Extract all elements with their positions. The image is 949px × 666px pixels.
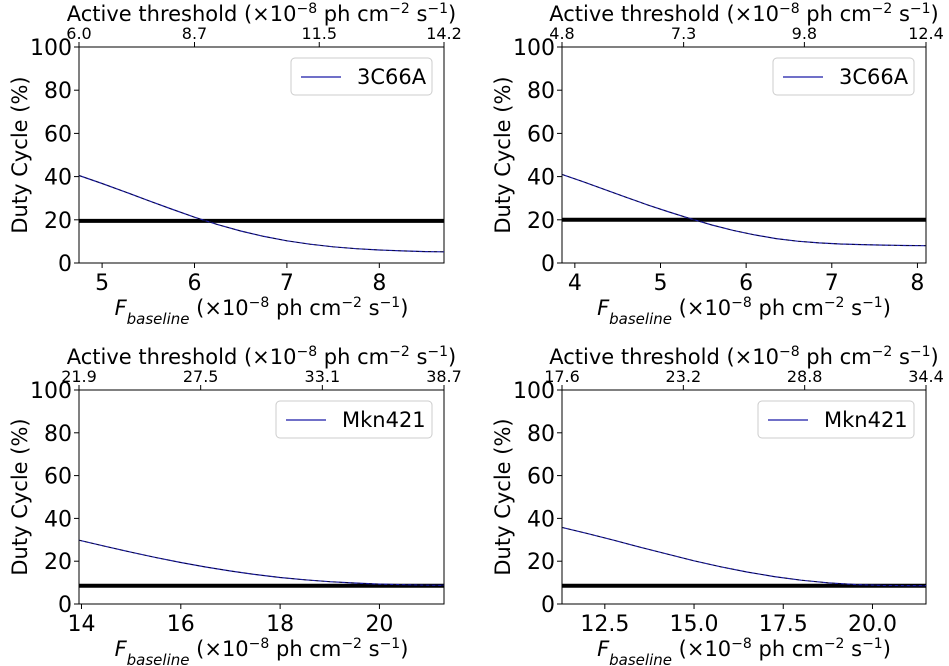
x-tick-label: 14 [67, 612, 95, 637]
series-dashed-overlay [561, 174, 927, 247]
series-line-Mkn421 [561, 526, 926, 587]
y-tick-label: 60 [44, 122, 72, 147]
y-axis-label: Duty Cycle (%) [491, 418, 515, 575]
top-tick-label: 12.4 [908, 24, 944, 43]
series-line-3C66A [561, 173, 927, 247]
series-dashed-overlay [78, 539, 445, 586]
x-tick-label: 20.0 [848, 612, 897, 637]
top-axis-title: Active threshold (×10−8 ph cm−2 s−1) [67, 1, 456, 26]
x-tick-label: 7 [825, 271, 839, 296]
plot-frame [561, 46, 927, 264]
x-tick-label: 8 [372, 271, 386, 296]
y-axis-label: Duty Cycle (%) [8, 418, 32, 575]
y-tick-label: 40 [527, 166, 555, 191]
top-tick-label: 9.8 [792, 24, 817, 43]
legend-label: Mkn421 [342, 408, 426, 432]
legend-label: Mkn421 [824, 408, 908, 432]
legend-box [290, 57, 433, 96]
y-tick-label: 20 [527, 209, 555, 234]
legend-label: 3C66A [357, 65, 427, 89]
x-tick-label: 6 [188, 271, 202, 296]
x-axis-label: Fbaseline (×10−8 ph cm−2 s−1) [115, 636, 409, 666]
x-tick-label: 18 [266, 612, 294, 637]
plot-frame [78, 46, 445, 264]
x-tick-label: 17.5 [759, 612, 808, 637]
top-tick-label: 4.8 [549, 24, 574, 43]
top-axis-title: Active threshold (×10−8 ph cm−2 s−1) [549, 1, 938, 26]
top-tick-label: 38.7 [426, 367, 462, 386]
series-line-Mkn421 [78, 539, 445, 586]
legend-box [772, 57, 915, 96]
y-tick-label: 60 [527, 465, 555, 490]
plot-frame [561, 389, 927, 605]
y-tick-label: 40 [527, 507, 555, 532]
legend-label: 3C66A [839, 65, 909, 89]
x-tick-label: 6 [739, 271, 753, 296]
x-tick-label: 16 [167, 612, 195, 637]
top-tick-label: 6.0 [66, 24, 91, 43]
y-tick-label: 80 [44, 79, 72, 104]
series-dashed-overlay [78, 175, 445, 253]
top-tick-label: 23.2 [666, 367, 702, 386]
y-tick-label: 80 [527, 79, 555, 104]
y-tick-label: 100 [30, 379, 72, 404]
y-tick-label: 60 [44, 465, 72, 490]
plot-frame [78, 389, 445, 605]
top-tick-label: 14.2 [426, 24, 462, 43]
y-tick-label: 0 [541, 252, 555, 277]
top-axis-title: Active threshold (×10−8 ph cm−2 s−1) [549, 344, 938, 369]
x-tick-label: 15.0 [670, 612, 719, 637]
y-axis-label: Duty Cycle (%) [491, 76, 515, 233]
top-tick-label: 11.5 [301, 24, 337, 43]
top-tick-label: 28.8 [787, 367, 823, 386]
top-tick-label: 7.3 [671, 24, 696, 43]
top-tick-label: 21.9 [61, 367, 97, 386]
y-tick-label: 20 [44, 550, 72, 575]
y-tick-label: 100 [30, 36, 72, 61]
x-tick-label: 12.5 [580, 612, 629, 637]
y-tick-label: 20 [527, 550, 555, 575]
series-line-3C66A [78, 174, 445, 253]
x-tick-label: 5 [653, 271, 667, 296]
series-dashed-overlay [561, 527, 926, 586]
y-tick-label: 80 [527, 422, 555, 447]
x-tick-label: 4 [568, 271, 582, 296]
top-tick-label: 33.1 [305, 367, 341, 386]
top-tick-label: 34.4 [908, 367, 944, 386]
y-tick-label: 100 [513, 36, 555, 61]
x-axis-label: Fbaseline (×10−8 ph cm−2 s−1) [597, 636, 891, 666]
y-tick-label: 0 [541, 593, 555, 618]
y-tick-label: 60 [527, 122, 555, 147]
y-tick-label: 0 [58, 252, 72, 277]
x-tick-label: 5 [95, 271, 109, 296]
legend-box [275, 400, 433, 439]
x-axis-label: Fbaseline (×10−8 ph cm−2 s−1) [597, 295, 891, 328]
top-tick-label: 8.7 [182, 24, 207, 43]
x-tick-label: 7 [280, 271, 294, 296]
y-tick-label: 0 [58, 593, 72, 618]
x-axis-label: Fbaseline (×10−8 ph cm−2 s−1) [115, 295, 409, 328]
top-tick-label: 27.5 [183, 367, 219, 386]
x-tick-label: 20 [365, 612, 393, 637]
x-tick-label: 8 [910, 271, 924, 296]
y-axis-label: Duty Cycle (%) [8, 76, 32, 233]
legend-box [757, 400, 915, 439]
y-tick-label: 20 [44, 209, 72, 234]
y-tick-label: 40 [44, 166, 72, 191]
y-tick-label: 100 [513, 379, 555, 404]
top-tick-label: 17.6 [544, 367, 580, 386]
y-tick-label: 80 [44, 422, 72, 447]
top-axis-title: Active threshold (×10−8 ph cm−2 s−1) [67, 344, 456, 369]
y-tick-label: 40 [44, 507, 72, 532]
